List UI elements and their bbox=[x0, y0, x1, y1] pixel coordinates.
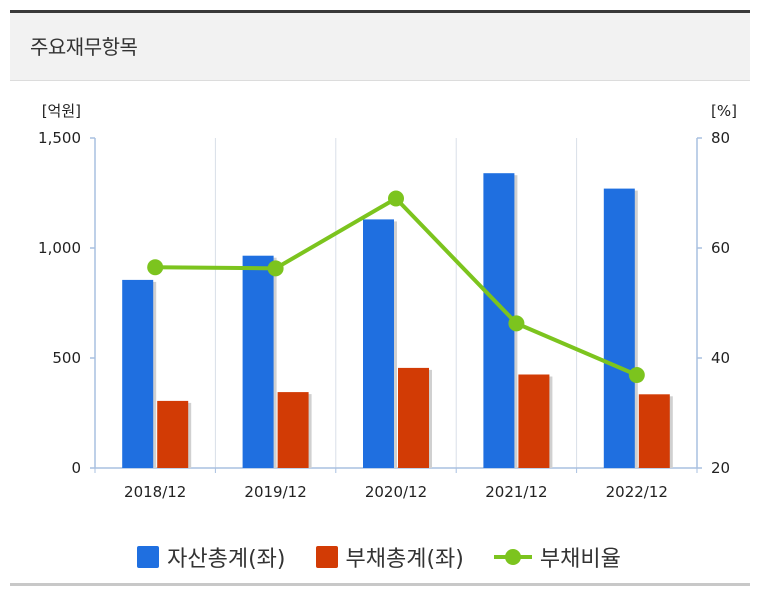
assets-bar[interactable] bbox=[122, 279, 154, 468]
left-tick-label: 0 bbox=[71, 459, 81, 477]
assets-bar[interactable] bbox=[363, 219, 394, 468]
liabilities-bar[interactable] bbox=[398, 367, 429, 468]
ratio-point[interactable] bbox=[508, 315, 525, 332]
legend-item-assets[interactable]: 자산총계(좌) bbox=[137, 541, 286, 573]
legend-liabilities-label: 부채총계(좌) bbox=[345, 547, 464, 572]
liabilities-bar[interactable] bbox=[518, 374, 550, 469]
assets-swatch-icon bbox=[137, 546, 160, 568]
left-tick-label: 1,000 bbox=[38, 239, 81, 257]
x-tick-label: 2018/12 bbox=[124, 483, 186, 501]
right-unit-label: [%] bbox=[711, 102, 737, 120]
ratio-swatch-icon bbox=[493, 546, 532, 568]
legend-ratio-label: 부채비율 bbox=[539, 547, 621, 572]
left-tick-label: 1,500 bbox=[38, 129, 81, 147]
right-tick-label: 20 bbox=[711, 459, 730, 477]
legend-assets-label: 자산총계(좌) bbox=[167, 547, 286, 572]
right-tick-label: 40 bbox=[711, 349, 730, 367]
right-tick-label: 80 bbox=[711, 129, 730, 147]
liabilities-bar[interactable] bbox=[157, 400, 189, 468]
legend-item-ratio[interactable]: 부채비율 bbox=[493, 541, 621, 573]
assets-bar[interactable] bbox=[603, 188, 635, 468]
liabilities-swatch-icon bbox=[315, 546, 338, 568]
chart-legend: 자산총계(좌) 부채총계(좌) 부채비율 bbox=[0, 540, 758, 574]
left-tick-label: 500 bbox=[52, 349, 81, 367]
legend-item-liabilities[interactable]: 부채총계(좌) bbox=[315, 541, 464, 573]
ratio-point[interactable] bbox=[147, 259, 164, 276]
left-unit-label: [억원] bbox=[42, 102, 81, 120]
x-tick-label: 2019/12 bbox=[244, 483, 306, 501]
assets-bar[interactable] bbox=[242, 255, 274, 468]
right-tick-label: 60 bbox=[711, 239, 730, 257]
liabilities-bar[interactable] bbox=[638, 394, 670, 468]
liabilities-bar[interactable] bbox=[277, 392, 309, 468]
x-tick-label: 2021/12 bbox=[485, 483, 547, 501]
x-tick-label: 2020/12 bbox=[365, 483, 427, 501]
ratio-point[interactable] bbox=[628, 367, 645, 384]
ratio-point[interactable] bbox=[388, 190, 404, 207]
x-tick-label: 2022/12 bbox=[606, 483, 668, 501]
ratio-point[interactable] bbox=[267, 260, 284, 277]
panel-title: 주요재무항목 bbox=[30, 35, 138, 59]
panel-header: 주요재무항목 bbox=[10, 13, 750, 81]
